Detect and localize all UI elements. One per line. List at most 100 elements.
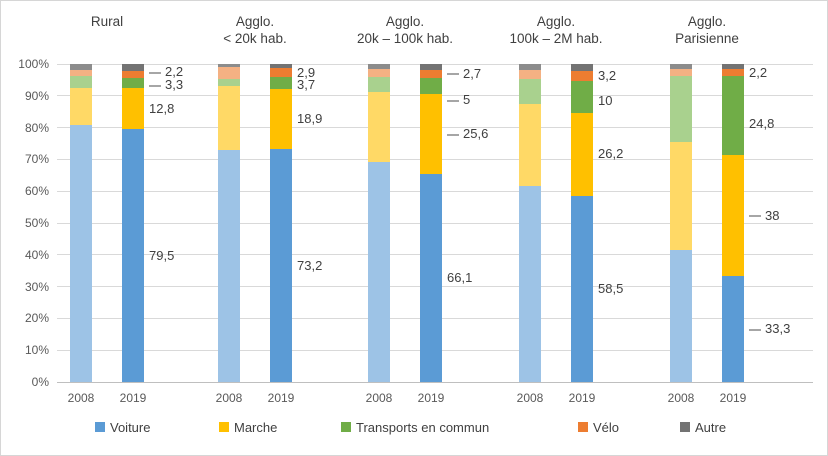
bar-segment-voiture (218, 150, 240, 382)
y-axis-tick-label: 60% (24, 184, 49, 199)
chart-legend: Voiture Marche Transports en commun Vélo Aut… (1, 418, 827, 438)
year-label: 2008 (516, 391, 544, 405)
data-label: 25,6 (447, 127, 488, 141)
bar-segment-voiture (368, 161, 390, 382)
legend-swatch-icon (578, 422, 588, 432)
bar-segment-tc (122, 77, 144, 89)
bar-segment-marche (218, 86, 240, 151)
data-label: 2,2 (149, 65, 183, 79)
data-label: 58,5 (598, 280, 624, 296)
bar-segment-tc (420, 78, 442, 94)
data-label: 26,2 (598, 146, 624, 162)
label-leader-line (749, 328, 761, 331)
data-label: 66,1 (447, 270, 473, 286)
label-leader-line (447, 73, 459, 76)
bar-segment-autre (218, 64, 240, 68)
data-label: 79,5 (149, 247, 175, 263)
year-label: 2019 (719, 391, 747, 405)
legend-item-voiture: Voiture (95, 418, 150, 436)
bar-segment-tc (722, 76, 744, 156)
y-axis-tick-label: 0% (31, 375, 49, 389)
bar-segment-velo (571, 70, 593, 81)
data-label: 18,9 (297, 111, 323, 127)
bar-segment-voiture (571, 195, 593, 382)
legend-swatch-icon (680, 422, 690, 432)
group-header: Rural (90, 14, 124, 29)
bar-segment-marche (722, 155, 744, 277)
y-axis-tick-label: 90% (24, 88, 49, 103)
label-leader-line (447, 99, 459, 102)
bar-segment-autre (722, 64, 744, 70)
y-axis-tick-label: 30% (24, 279, 49, 294)
label-leader-line (149, 72, 161, 75)
data-label: 10 (598, 92, 613, 108)
bar-segment-velo (218, 67, 240, 79)
bar-segment-autre (368, 64, 390, 70)
label-leader-line (149, 84, 161, 87)
legend-label: Voiture (110, 419, 151, 435)
data-label: 5 (447, 92, 470, 107)
x-axis-line (57, 381, 813, 383)
legend-item-v-lo: Vélo (578, 418, 619, 436)
bar-segment-tc (519, 78, 541, 105)
data-label: 73,2 (297, 257, 323, 273)
label-leader-line (749, 215, 761, 218)
bar-segment-autre (122, 64, 144, 71)
legend-label: Transports en commun (356, 419, 490, 435)
legend-swatch-icon (341, 422, 351, 432)
legend-label: Autre (695, 419, 727, 435)
bar-segment-autre (670, 64, 692, 70)
legend-label: Marche (234, 419, 278, 435)
y-axis-tick-label: 10% (24, 343, 49, 358)
bar-segment-tc (218, 78, 240, 87)
group-header: Agglo. < 20k hab. (223, 14, 287, 46)
year-label: 2008 (67, 391, 95, 405)
year-label: 2008 (667, 391, 695, 405)
bar-segment-velo (70, 70, 92, 77)
legend-swatch-icon (219, 422, 229, 432)
bar-segment-voiture (670, 249, 692, 382)
data-label: 2,7 (447, 66, 481, 81)
data-label: 3,7 (297, 77, 316, 93)
year-label: 2019 (267, 391, 295, 405)
year-label: 2019 (417, 391, 445, 405)
y-axis-tick-label: 50% (24, 216, 49, 230)
bar-segment-velo (420, 69, 442, 79)
year-label: 2019 (568, 391, 596, 405)
data-label: 24,8 (749, 115, 775, 131)
bar-segment-marche (519, 104, 541, 187)
bar-segment-tc (368, 77, 390, 93)
y-axis-tick-label: 100% (18, 57, 49, 71)
bar-segment-marche (270, 89, 292, 150)
data-label: 3,2 (598, 67, 617, 83)
year-label: 2008 (215, 391, 243, 405)
bar-segment-autre (519, 64, 541, 70)
group-header: Agglo. 20k – 100k hab. (356, 14, 454, 46)
bar-segment-voiture (420, 174, 442, 382)
y-axis-tick-label: 40% (24, 247, 49, 262)
legend-swatch-icon (95, 422, 105, 432)
year-label: 2008 (365, 391, 393, 405)
group-header: Agglo. Parisienne (675, 14, 739, 46)
bar-segment-velo (722, 69, 744, 77)
bar-segment-velo (670, 69, 692, 77)
bar-segment-autre (270, 64, 292, 69)
bar-segment-marche (420, 93, 442, 175)
group-header: Agglo. 100k – 2M hab. (509, 14, 603, 46)
data-label: 2,9 (297, 64, 316, 80)
bar-segment-autre (420, 64, 442, 70)
legend-item-marche: Marche (219, 418, 277, 436)
bar-segment-voiture (722, 276, 744, 382)
label-leader-line (447, 133, 459, 136)
legend-item-autre: Autre (680, 418, 726, 436)
bar-segment-autre (571, 64, 593, 71)
y-axis-tick-label: 20% (24, 311, 49, 326)
bar-segment-marche (670, 142, 692, 250)
bar-segment-voiture (270, 149, 292, 382)
bar-segment-autre (70, 64, 92, 71)
year-label: 2019 (119, 391, 147, 405)
bar-segment-marche (70, 88, 92, 126)
data-label: 2,2 (749, 64, 768, 80)
y-axis-tick-label: 80% (24, 120, 49, 135)
